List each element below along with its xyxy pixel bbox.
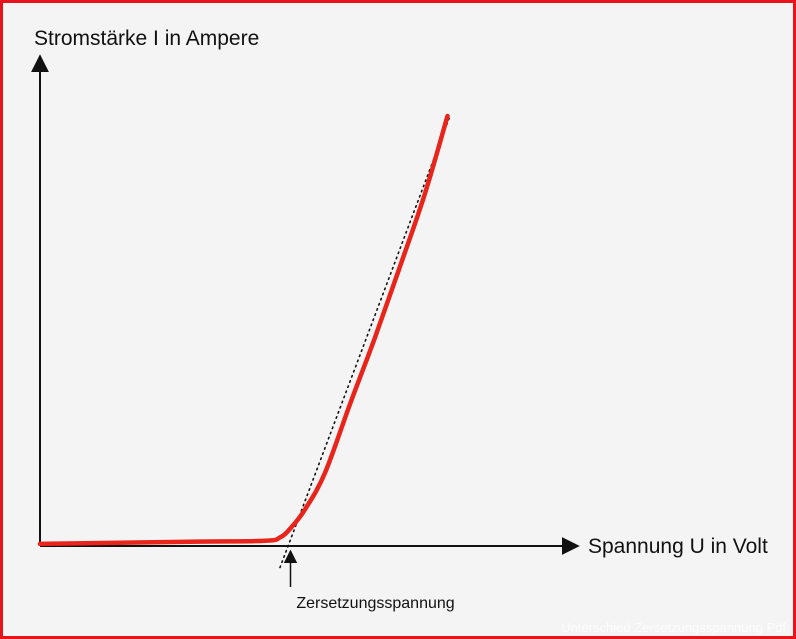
x-axis-label: Spannung U in Volt: [588, 535, 768, 558]
y-axis-label: Stromstärke I in Ampere: [34, 27, 259, 50]
watermark-text: Unterschied Zersetzungsspannung Pdf: [561, 620, 786, 635]
current-voltage-curve: [37, 113, 450, 547]
tangent-line: [279, 115, 451, 569]
decomposition-voltage-label: Zersetzungsspannung: [296, 595, 454, 612]
